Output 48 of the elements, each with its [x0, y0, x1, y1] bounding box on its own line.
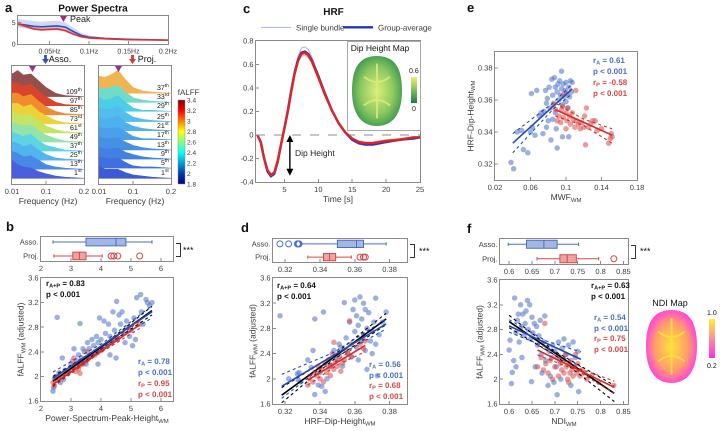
annotation: p < 0.001 — [138, 368, 173, 377]
annotation: r$_{A+P}$ = 0.64 — [277, 281, 316, 292]
chart-title: Proj. — [138, 54, 156, 64]
text: NDI Map — [652, 298, 688, 308]
annotation: p < 0.001 — [591, 292, 626, 301]
chart-title: Power Spectra — [58, 4, 128, 14]
annotation: p < 0.001 — [593, 89, 628, 98]
annotation: r$_{A}$ = 0.54 — [594, 312, 626, 324]
text: *** — [640, 246, 652, 256]
annotation: p < 0.001 — [138, 390, 173, 399]
color-bar-title: fALFF — [178, 88, 200, 97]
annotation: r$_{A}$ = 0.56 — [369, 360, 402, 371]
x-axis-title: Frequency (Hz) — [106, 196, 164, 206]
annotation: p < 0.001 — [593, 67, 628, 76]
annotation: p < 0.001 — [277, 292, 312, 301]
x-axis-title: Time [s] — [323, 194, 354, 204]
annotation: p < 0.001 — [369, 392, 404, 401]
annotation: Dip Height — [295, 148, 336, 158]
annotation: r$_{A}$ = 0.61 — [593, 56, 626, 67]
text: f — [467, 220, 472, 236]
annotation: r$_{A+P}$ = 0.63 — [591, 280, 630, 292]
text: Dip Height Map — [350, 42, 410, 53]
chart-title: Asso. — [48, 54, 72, 64]
text: d — [241, 220, 249, 236]
text: *** — [183, 245, 194, 255]
legend-label: Single bundle — [296, 23, 346, 32]
x-axis-title: MWF$_{WM}$ — [550, 192, 582, 204]
text: c — [243, 0, 251, 16]
annotation: p < 0.001 — [46, 290, 81, 299]
annotation: r$_{P}$ = 0.75 — [594, 334, 626, 344]
annotation: r$_{P}$ = 0.68 — [369, 381, 402, 392]
x-axis-title: NDI$_{WM}$ — [551, 416, 577, 428]
legend-label: Group-average — [378, 23, 433, 32]
text: e — [467, 0, 474, 16]
annotation: p < 0.001 — [594, 344, 629, 354]
annotation: r$_{P}$ = -0.58 — [593, 78, 628, 89]
x-axis-title: HRF-Dip-Height$_{WM}$ — [304, 416, 376, 428]
text: b — [6, 219, 14, 234]
text: a — [5, 0, 13, 15]
text: *** — [419, 246, 430, 256]
x-axis-title: Frequency (Hz) — [18, 196, 78, 206]
annotation: Peak — [70, 14, 92, 24]
annotation: r$_{A}$ = 0.78 — [138, 357, 170, 368]
annotation: r$_{A+P}$ = 0.83 — [46, 279, 86, 290]
x-axis-title: Power-Spectrum-Peak-Height$_{WM}$ — [45, 413, 169, 425]
annotation: r$_{P}$ = 0.95 — [138, 379, 170, 390]
chart-title: HRF — [324, 6, 344, 18]
annotation: p < 0.001 — [594, 324, 629, 333]
